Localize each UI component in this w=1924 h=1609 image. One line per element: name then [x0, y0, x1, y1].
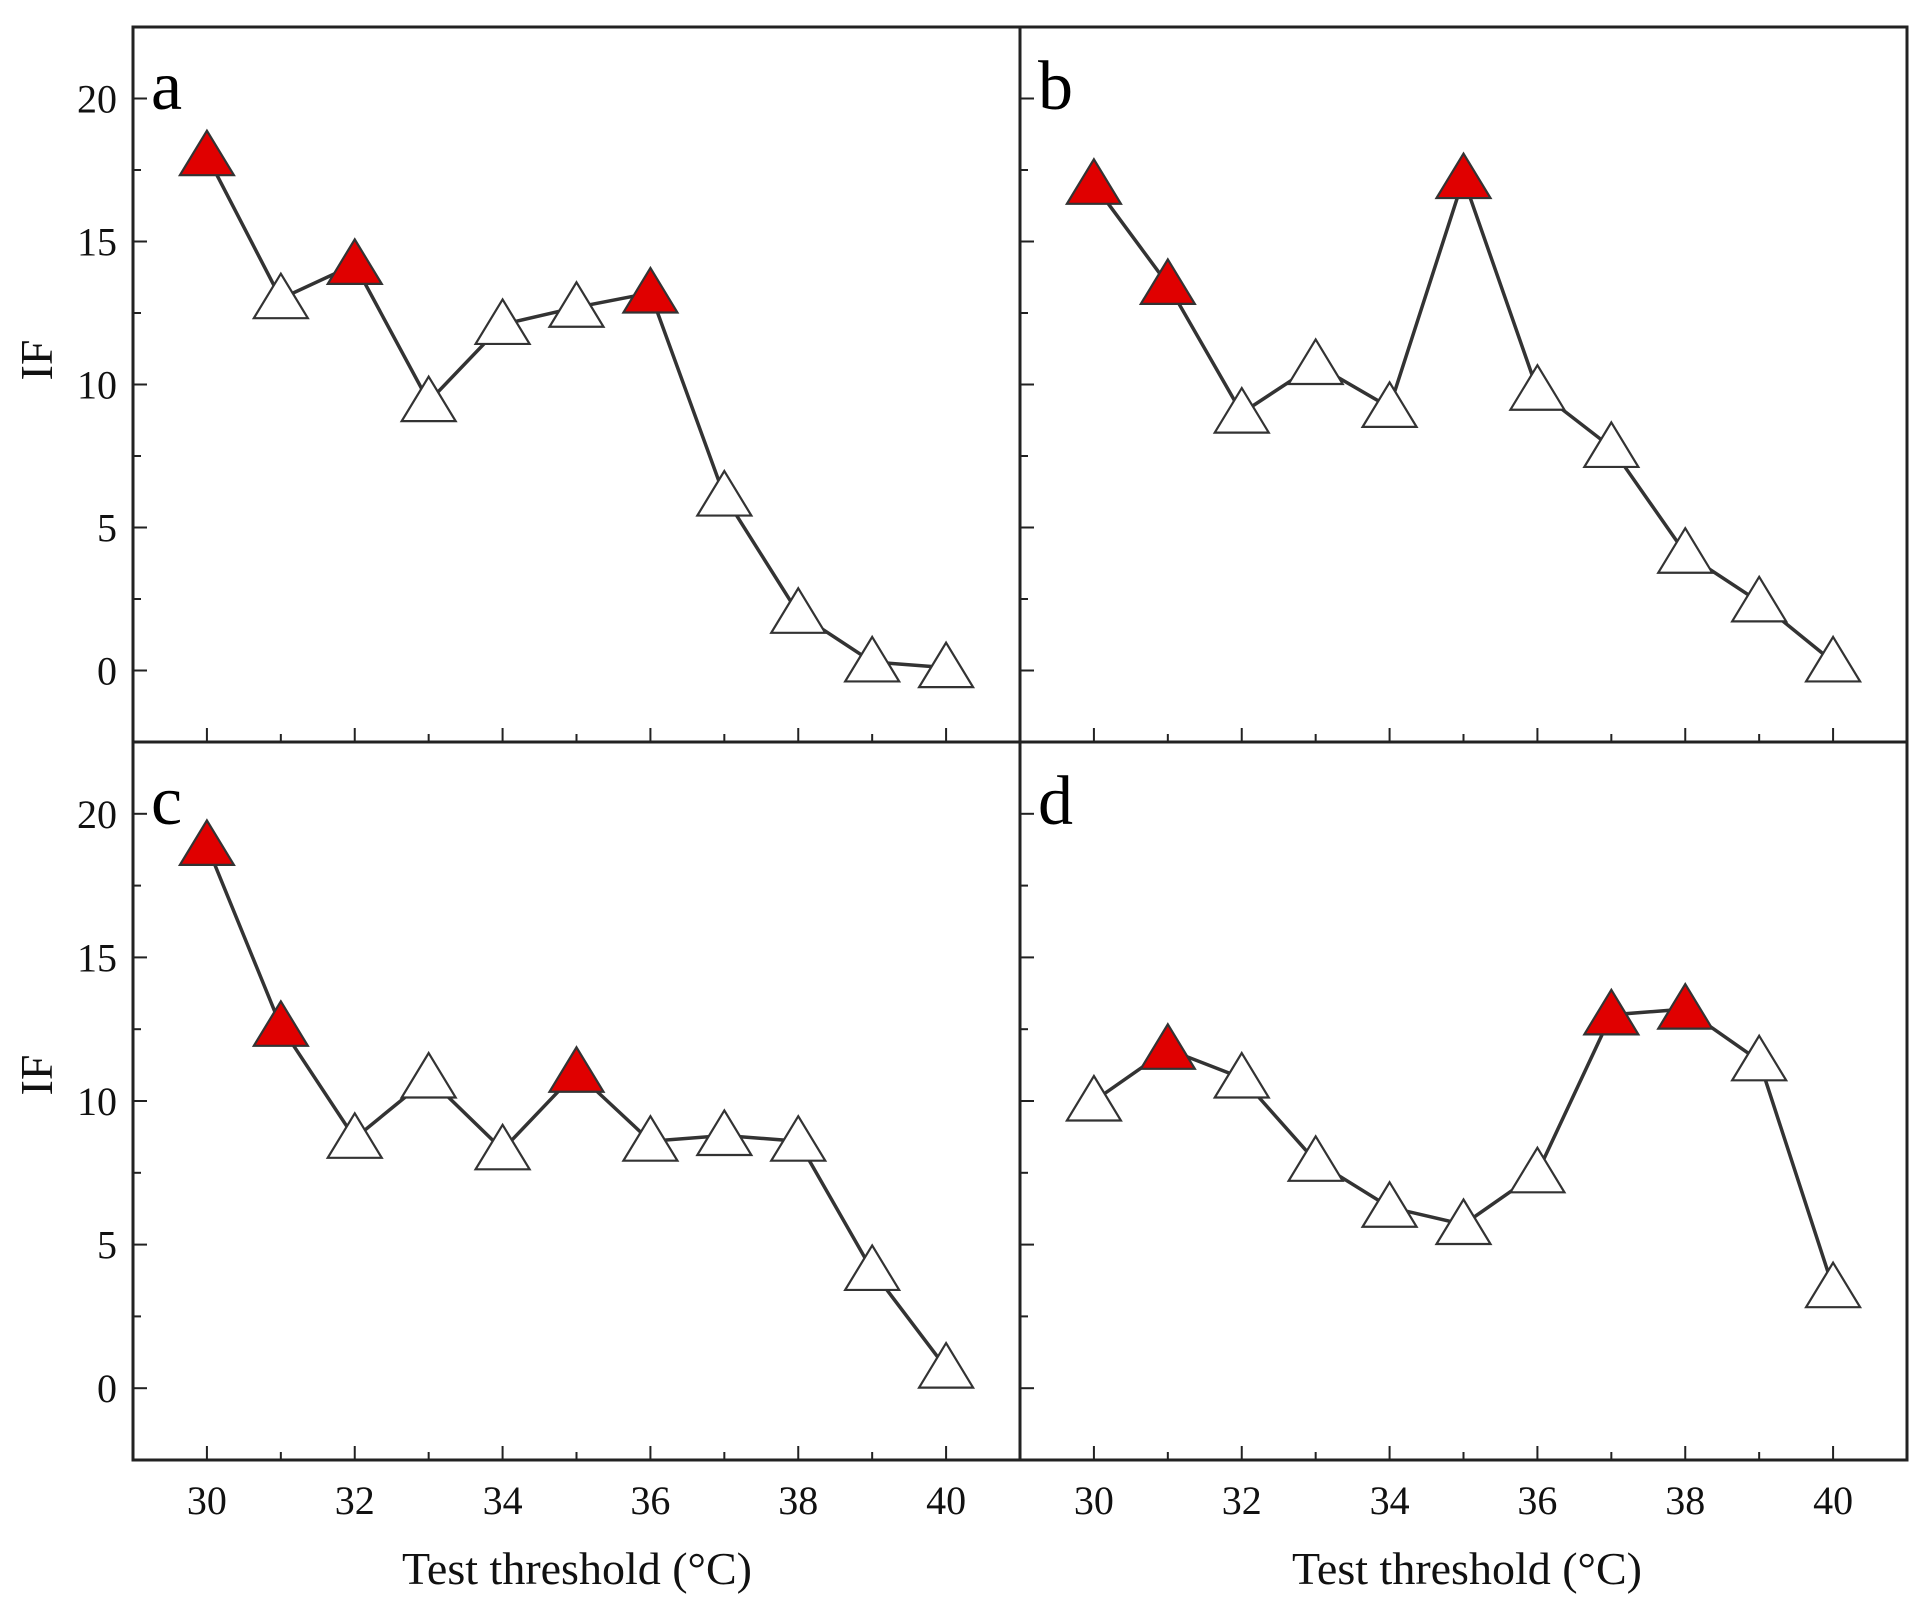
- data-point-b-37: [1582, 420, 1641, 469]
- data-point-c-30: [177, 818, 236, 866]
- x-tick-label-30: 30: [187, 1478, 227, 1523]
- data-point-c-38: [769, 1114, 828, 1162]
- x-tick-label-32: 32: [335, 1478, 375, 1523]
- x-tick-label-38: 38: [1665, 1478, 1705, 1523]
- data-point-d-37: [1582, 987, 1641, 1036]
- data-point-b-34: [1360, 380, 1419, 428]
- data-point-c-32: [325, 1111, 384, 1159]
- x-tick-label-40: 40: [1813, 1478, 1853, 1523]
- panel-c: 0 5 10 15 20 30 32 34 36 38 40 c: [77, 741, 1021, 1523]
- data-point-d-40: [1804, 1260, 1863, 1309]
- data-point-d-32: [1212, 1050, 1271, 1099]
- data-point-d-30: [1064, 1073, 1123, 1122]
- data-point-d-35: [1434, 1197, 1493, 1246]
- data-point-a-35: [547, 280, 606, 328]
- y-axis-title-top: IF: [11, 340, 62, 381]
- x-tick-label-34: 34: [483, 1478, 523, 1523]
- data-point-b-32: [1212, 385, 1271, 434]
- series-line-b: [1092, 173, 1835, 664]
- data-point-d-36: [1508, 1145, 1567, 1194]
- x-tick-label-30: 30: [1074, 1478, 1114, 1523]
- data-point-c-31: [251, 999, 310, 1047]
- y-tick-label-20: 20: [77, 77, 117, 122]
- data-point-b-30: [1064, 157, 1123, 205]
- data-point-b-33: [1286, 337, 1345, 386]
- x-tick-label-38: 38: [778, 1478, 818, 1523]
- panel-b: b: [1019, 26, 1908, 743]
- data-point-d-38: [1656, 981, 1715, 1030]
- data-point-a-32: [325, 237, 384, 285]
- data-point-c-34: [473, 1122, 532, 1171]
- data-point-d-31: [1138, 1022, 1197, 1070]
- data-point-a-38: [769, 586, 828, 634]
- data-point-a-39: [843, 634, 902, 683]
- panel-a: 0 5 10 15 20 a: [77, 26, 1021, 743]
- y-tick-label-5: 5: [97, 1223, 117, 1268]
- y-axis-title-bottom: IF: [11, 1055, 62, 1096]
- y-tick-label-0: 0: [97, 649, 117, 694]
- data-point-d-33: [1286, 1134, 1345, 1182]
- x-tick-label-36: 36: [630, 1478, 670, 1523]
- data-point-c-35: [547, 1045, 606, 1093]
- data-point-b-31: [1138, 257, 1197, 305]
- data-point-d-39: [1730, 1033, 1789, 1082]
- panel-d: 30 32 34 36 38 40 d: [1019, 741, 1908, 1523]
- data-point-b-40: [1804, 634, 1863, 683]
- frames-layer: [131, 25, 1909, 1462]
- data-point-c-40: [917, 1340, 976, 1389]
- y-tick-label-0: 0: [97, 1366, 117, 1411]
- data-point-a-34: [473, 297, 532, 346]
- data-point-b-38: [1656, 526, 1715, 574]
- x-tick-label-36: 36: [1517, 1478, 1557, 1523]
- y-tick-label-10: 10: [77, 1079, 117, 1124]
- panel-label-c: c: [151, 763, 182, 840]
- data-point-a-33: [399, 374, 458, 423]
- frame-c: [131, 740, 1022, 1462]
- panel-label-a: a: [151, 48, 182, 125]
- series-line-a: [205, 154, 947, 670]
- frame-a: [131, 25, 1022, 744]
- data-point-a-30: [177, 128, 236, 177]
- x-tick-label-32: 32: [1222, 1478, 1262, 1523]
- y-tick-label-15: 15: [77, 220, 117, 265]
- data-point-c-36: [621, 1114, 680, 1162]
- panel-label-d: d: [1038, 763, 1073, 840]
- data-point-d-34: [1360, 1180, 1419, 1228]
- data-point-c-37: [695, 1108, 754, 1157]
- data-point-a-37: [695, 468, 754, 517]
- data-point-c-39: [843, 1243, 902, 1292]
- data-point-a-36: [621, 265, 680, 314]
- frame-d: [1018, 740, 1909, 1462]
- x-tick-label-34: 34: [1370, 1478, 1410, 1523]
- y-tick-label-10: 10: [77, 363, 117, 408]
- x-axis-title-left: Test threshold (°C): [402, 1543, 752, 1594]
- panel-label-b: b: [1038, 48, 1073, 125]
- frame-b: [1018, 25, 1909, 744]
- data-point-b-36: [1508, 363, 1567, 411]
- x-axis-title-right: Test threshold (°C): [1292, 1543, 1642, 1594]
- data-point-b-35: [1434, 151, 1493, 200]
- series-line-d: [1092, 1007, 1835, 1289]
- data-point-c-33: [399, 1050, 458, 1099]
- series-line-c: [205, 844, 948, 1370]
- x-tick-label-40: 40: [926, 1478, 966, 1523]
- data-point-a-40: [917, 640, 976, 689]
- data-point-a-31: [251, 271, 310, 320]
- y-tick-label-5: 5: [97, 506, 117, 551]
- y-tick-label-20: 20: [77, 792, 117, 837]
- y-tick-label-15: 15: [77, 935, 117, 980]
- data-point-b-39: [1730, 574, 1789, 623]
